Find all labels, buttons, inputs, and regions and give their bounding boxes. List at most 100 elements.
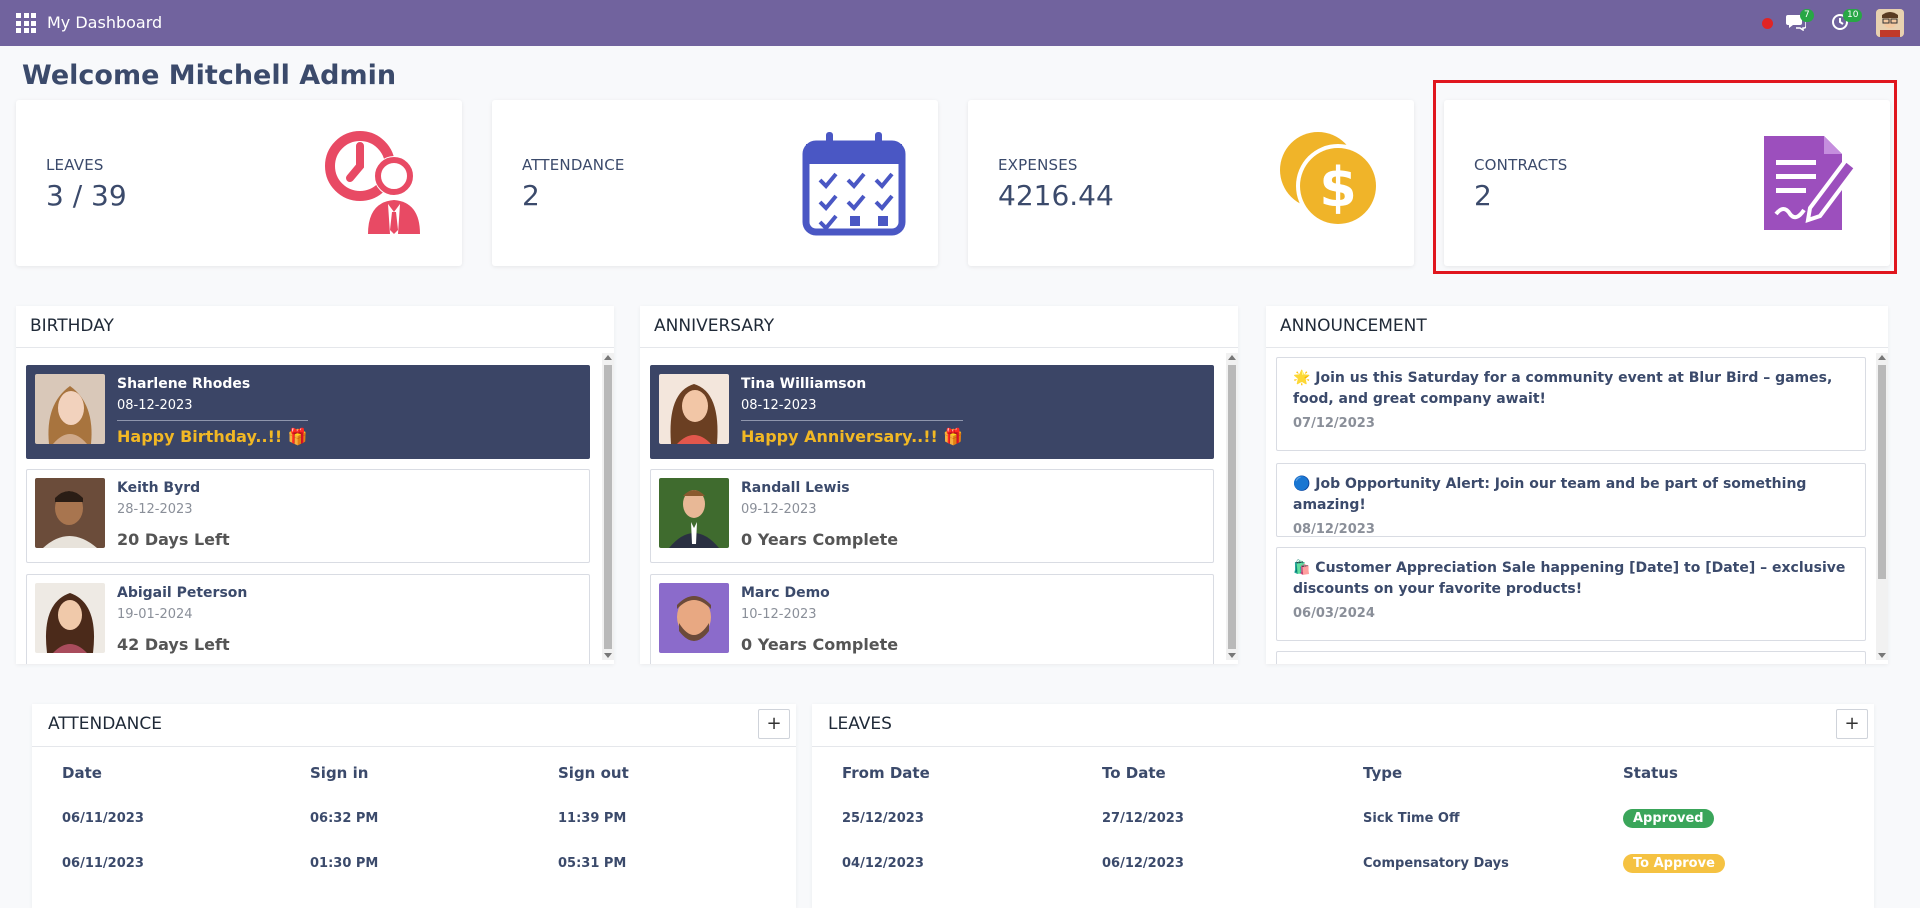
app-title[interactable]: My Dashboard	[47, 13, 163, 32]
table-cell: 25/12/2023	[842, 811, 924, 826]
person-name: Tina Williamson	[741, 376, 867, 392]
welcome-heading: Welcome Mitchell Admin	[22, 60, 397, 91]
table-cell: 06/11/2023	[62, 856, 144, 871]
scroll-up-icon[interactable]	[1878, 355, 1886, 360]
contract-pen-icon	[1750, 126, 1862, 238]
table-cell: 04/12/2023	[842, 856, 924, 871]
avatar	[659, 478, 729, 548]
column-header[interactable]: Type	[1363, 764, 1403, 782]
stat-value: 3 / 39	[46, 179, 127, 212]
scroll-up-icon[interactable]	[604, 355, 612, 360]
scrollbar[interactable]	[1226, 353, 1238, 660]
column-header[interactable]: Date	[62, 764, 102, 782]
list-item[interactable]: Keith Byrd 28-12-2023 20 Days Left	[26, 469, 590, 563]
list-item[interactable]: Tina Williamson 08-12-2023 Happy Anniver…	[650, 365, 1214, 459]
person-date: 08-12-2023	[741, 398, 817, 413]
contracts-stat-card[interactable]: CONTRACTS 2	[1444, 100, 1890, 266]
avatar	[659, 374, 729, 444]
column-header[interactable]: Sign out	[558, 764, 629, 782]
birthday-panel: BIRTHDAY Sharlene Rhodes 08-12-2023 Happ…	[16, 306, 614, 664]
list-item[interactable]: Sharlene Rhodes 08-12-2023 Happy Birthda…	[26, 365, 590, 459]
person-name: Randall Lewis	[741, 480, 850, 496]
announcement-list[interactable]: 🌟 Join us this Saturday for a community …	[1266, 349, 1888, 664]
chat-icon[interactable]: 7	[1786, 9, 1814, 33]
selection-highlight	[1433, 80, 1897, 274]
attendance-stat-card[interactable]: ATTENDANCE 2	[492, 100, 938, 266]
anniversary-panel: ANNIVERSARY Tina Williamson 08-12-2023 H…	[640, 306, 1238, 664]
apps-menu-icon[interactable]	[16, 13, 36, 33]
avatar	[35, 374, 105, 444]
attendance-table-panel: ATTENDANCE + Date Sign in Sign out 06/11…	[32, 704, 796, 908]
person-note: 20 Days Left	[117, 530, 230, 549]
scrollbar[interactable]	[1876, 353, 1888, 660]
person-note: Happy Anniversary..!! 🎁	[741, 420, 964, 446]
column-header[interactable]: Status	[1623, 764, 1678, 782]
stat-label: EXPENSES	[998, 156, 1078, 174]
panel-title: ANNOUNCEMENT	[1266, 306, 1888, 348]
person-note: 42 Days Left	[117, 635, 230, 654]
column-header[interactable]: From Date	[842, 764, 930, 782]
avatar	[35, 478, 105, 548]
scroll-thumb[interactable]	[1228, 365, 1236, 649]
announcement-text: 🔵 Job Opportunity Alert: Join our team a…	[1293, 476, 1807, 513]
panel-title: BIRTHDAY	[16, 306, 614, 348]
leaves-stat-card[interactable]: LEAVES 3 / 39	[16, 100, 462, 266]
divider	[812, 746, 1874, 747]
announcement-panel: ANNOUNCEMENT 🌟 Join us this Saturday for…	[1266, 306, 1888, 664]
leaves-table-panel: LEAVES + From Date To Date Type Status 2…	[812, 704, 1874, 908]
recording-indicator-icon	[1762, 18, 1773, 29]
announcement-date: 07/12/2023	[1293, 416, 1375, 431]
coins-dollar-icon: $	[1274, 126, 1386, 238]
stat-label: CONTRACTS	[1474, 156, 1568, 174]
announcement-text: 🌟 Join us this Saturday for a community …	[1293, 370, 1833, 407]
stat-value: 2	[522, 179, 540, 212]
activity-clock-icon[interactable]: 10	[1831, 9, 1863, 33]
list-item[interactable]: 🛍️ Customer Appreciation Sale happening …	[1276, 547, 1866, 641]
scrollbar[interactable]	[602, 353, 614, 660]
list-item[interactable]	[1276, 651, 1866, 664]
person-note: 0 Years Complete	[741, 635, 899, 654]
announcement-text: 🛍️ Customer Appreciation Sale happening …	[1293, 560, 1846, 597]
list-item[interactable]: 🔵 Job Opportunity Alert: Join our team a…	[1276, 463, 1866, 537]
column-header[interactable]: Sign in	[310, 764, 369, 782]
person-name: Marc Demo	[741, 585, 830, 601]
leave-clock-person-icon	[322, 126, 434, 238]
table-cell: 06/12/2023	[1102, 856, 1184, 871]
person-date: 28-12-2023	[117, 502, 193, 517]
status-badge: Approved	[1623, 809, 1714, 828]
svg-text:$: $	[1319, 156, 1357, 219]
scroll-thumb[interactable]	[604, 365, 612, 649]
birthday-list[interactable]: Sharlene Rhodes 08-12-2023 Happy Birthda…	[16, 349, 614, 664]
expenses-stat-card[interactable]: EXPENSES 4216.44 $	[968, 100, 1414, 266]
person-name: Sharlene Rhodes	[117, 376, 251, 392]
divider	[32, 746, 796, 747]
scroll-down-icon[interactable]	[1878, 653, 1886, 658]
person-name: Abigail Peterson	[117, 585, 248, 601]
status-badge: To Approve	[1623, 854, 1725, 873]
add-attendance-button[interactable]: +	[758, 709, 790, 739]
announcement-date: 06/03/2024	[1293, 606, 1375, 621]
list-item[interactable]: Abigail Peterson 19-01-2024 42 Days Left	[26, 574, 590, 664]
announcement-date: 08/12/2023	[1293, 522, 1375, 537]
calendar-check-icon	[798, 126, 910, 238]
panel-title: ANNIVERSARY	[640, 306, 1238, 348]
list-item[interactable]: Randall Lewis 09-12-2023 0 Years Complet…	[650, 469, 1214, 563]
scroll-thumb[interactable]	[1878, 365, 1886, 579]
user-avatar[interactable]	[1876, 9, 1904, 37]
column-header[interactable]: To Date	[1102, 764, 1166, 782]
list-item[interactable]: Marc Demo 10-12-2023 0 Years Complete	[650, 574, 1214, 664]
panel-title: LEAVES	[828, 714, 892, 734]
list-item[interactable]: 🌟 Join us this Saturday for a community …	[1276, 357, 1866, 451]
table-cell: 27/12/2023	[1102, 811, 1184, 826]
anniversary-list[interactable]: Tina Williamson 08-12-2023 Happy Anniver…	[640, 349, 1238, 664]
person-date: 08-12-2023	[117, 398, 193, 413]
scroll-up-icon[interactable]	[1228, 355, 1236, 360]
avatar	[659, 583, 729, 653]
scroll-down-icon[interactable]	[1228, 653, 1236, 658]
scroll-down-icon[interactable]	[604, 653, 612, 658]
top-navbar: My Dashboard 7 10	[0, 0, 1920, 46]
add-leave-button[interactable]: +	[1836, 709, 1868, 739]
person-date: 10-12-2023	[741, 607, 817, 622]
table-cell: 06:32 PM	[310, 811, 379, 826]
panel-title: ATTENDANCE	[48, 714, 162, 734]
